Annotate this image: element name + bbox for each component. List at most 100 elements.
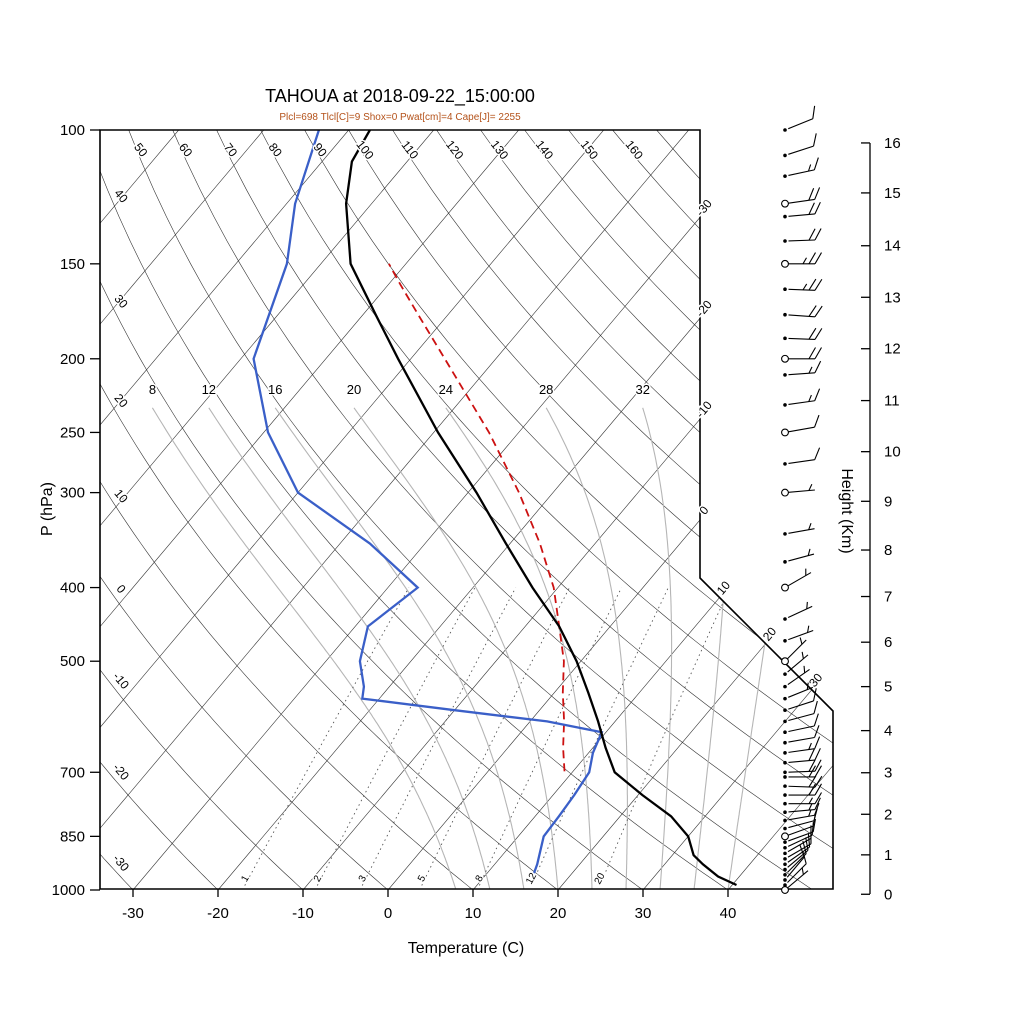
wind-barb — [783, 682, 814, 701]
sounding-curves — [252, 130, 737, 887]
svg-text:16: 16 — [268, 382, 282, 397]
svg-text:70: 70 — [221, 140, 240, 159]
wind-barb — [783, 844, 805, 882]
wind-barb — [783, 651, 809, 676]
pressure-tick-label: 1000 — [52, 882, 85, 899]
wind-barb — [781, 637, 807, 666]
wind-barb — [781, 252, 822, 268]
wind-barb — [783, 360, 822, 377]
wind-barb — [783, 802, 820, 823]
height-tick-label: 9 — [884, 493, 892, 510]
pressure-tick-label: 250 — [60, 424, 85, 441]
temperature-tick-label: 0 — [384, 905, 392, 922]
height-tick-label: 6 — [884, 634, 892, 651]
wind-barb — [783, 818, 816, 844]
temperature-tick-label: 10 — [465, 905, 482, 922]
moist-adiabats — [151, 407, 796, 889]
wind-barb — [783, 105, 816, 132]
wind-barb — [783, 157, 819, 178]
svg-text:3: 3 — [357, 873, 370, 884]
chart-title: TAHOUA at 2018-09-22_15:00:00 — [265, 86, 535, 106]
svg-text:-20: -20 — [110, 761, 132, 784]
dewpoint-curve — [252, 130, 604, 874]
svg-text:-10: -10 — [110, 670, 132, 693]
svg-text:150: 150 — [578, 138, 602, 163]
wind-barb — [783, 783, 822, 797]
height-tick-label: 13 — [884, 289, 901, 306]
wind-barb — [781, 568, 812, 592]
pressure-tick-label: 100 — [60, 122, 85, 139]
svg-text:0: 0 — [114, 582, 129, 596]
svg-text:8: 8 — [474, 873, 487, 884]
wind-barb — [781, 867, 809, 894]
chart-subtitle: Plcl=698 Tlcl[C]=9 Shox=0 Pwat[cm]=4 Cap… — [279, 112, 521, 123]
wind-barb — [783, 748, 821, 765]
height-tick-label: 10 — [884, 444, 901, 461]
height-tick-label: 14 — [884, 238, 901, 255]
pressure-tick-label: 500 — [60, 653, 85, 670]
svg-text:8: 8 — [149, 382, 156, 397]
pressure-axis: 100 150 200 250 300 400 500 700 850 1000 — [52, 122, 100, 899]
wind-barb — [783, 278, 823, 292]
svg-text:160: 160 — [622, 138, 646, 163]
wind-barb — [783, 447, 821, 466]
temperature-axis: -30 -20 -10 0 10 20 30 40 — [122, 889, 736, 922]
pressure-tick-label: 200 — [60, 351, 85, 368]
wind-barb — [783, 665, 810, 689]
svg-text:-20: -20 — [693, 297, 715, 320]
temperature-tick-label: -30 — [122, 905, 144, 922]
pressure-tick-label: 700 — [60, 764, 85, 781]
wind-barb — [783, 822, 814, 850]
wind-barb — [783, 388, 821, 407]
pressure-tick-label: 300 — [60, 485, 85, 502]
wind-barb — [783, 759, 822, 775]
wind-barb — [781, 347, 822, 363]
height-tick-label: 16 — [884, 135, 901, 152]
svg-text:-10: -10 — [693, 398, 715, 421]
svg-text:20: 20 — [347, 382, 361, 397]
wind-barb — [783, 522, 815, 536]
temperature-tick-label: 40 — [720, 905, 737, 922]
parcel-curve — [388, 263, 566, 772]
svg-text:-30: -30 — [693, 196, 715, 219]
wind-barb — [783, 305, 823, 318]
wind-barb — [783, 688, 817, 713]
plot-border — [99, 129, 834, 890]
height-tick-label: 7 — [884, 589, 892, 606]
temperature-axis-title: Temperature (C) — [407, 940, 525, 957]
wind-barb — [783, 327, 823, 341]
svg-text:12: 12 — [524, 871, 539, 886]
svg-text:32: 32 — [636, 382, 650, 397]
svg-text:140: 140 — [533, 138, 557, 163]
height-tick-label: 15 — [884, 185, 901, 202]
height-tick-label: 0 — [884, 886, 892, 903]
wind-barb — [783, 548, 815, 564]
svg-text:-30: -30 — [110, 852, 132, 875]
wind-barb — [783, 792, 822, 806]
wind-barb — [783, 775, 823, 788]
svg-text:100: 100 — [353, 138, 377, 163]
wind-barb — [783, 601, 813, 621]
svg-text:1: 1 — [239, 873, 252, 884]
height-tick-label: 5 — [884, 679, 892, 696]
temperature-tick-label: -20 — [207, 905, 229, 922]
pressure-tick-label: 150 — [60, 256, 85, 273]
wind-barb — [781, 483, 815, 497]
svg-text:110: 110 — [398, 138, 421, 162]
svg-text:0: 0 — [696, 503, 711, 517]
background-grid — [100, 130, 833, 889]
svg-text:80: 80 — [266, 140, 285, 159]
wind-barb — [783, 797, 821, 814]
mixing-ratio-lines — [242, 587, 731, 889]
height-tick-label: 12 — [884, 341, 901, 358]
svg-text:10: 10 — [111, 486, 131, 505]
temperature-tick-label: 30 — [635, 905, 652, 922]
height-axis-title: Height (Km) — [838, 468, 855, 554]
wind-barb — [783, 700, 818, 724]
height-tick-label: 3 — [884, 765, 892, 782]
temperature-curve — [344, 130, 737, 887]
wind-barb — [783, 625, 814, 643]
svg-text:2: 2 — [312, 873, 325, 884]
